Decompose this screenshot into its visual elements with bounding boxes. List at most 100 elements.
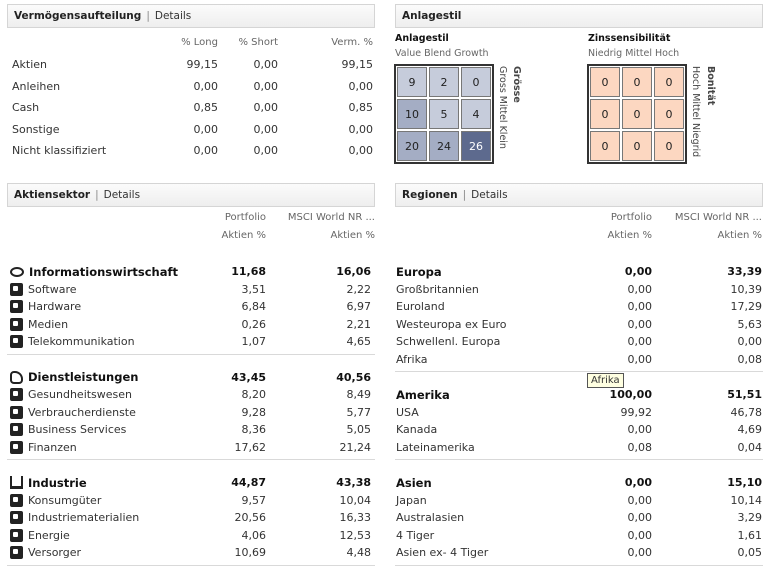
sector-row: Konsumgüter 9,57 10,04 (10, 492, 375, 509)
tooltip: Afrika (587, 373, 624, 388)
sector-label: Business Services (10, 423, 200, 436)
sector-name: Medien (28, 317, 69, 331)
style-title: Anlagestil (402, 10, 462, 22)
region-row: Japan 0,00 10,14 (396, 492, 762, 509)
region-benchmark: 0,05 (737, 546, 763, 559)
style-box-cell: 0 (654, 131, 684, 161)
allocation-long: 0,00 (193, 144, 219, 157)
region-row: Schwellenl. Europa 0,00 0,00 (396, 333, 762, 350)
allocation-long: 0,00 (193, 122, 219, 136)
region-benchmark: 17,29 (730, 300, 763, 313)
region-name: 4 Tiger (396, 528, 435, 542)
allocation-row-label: Sonstige (12, 122, 60, 136)
allocation-row-label: Aktien (12, 58, 48, 71)
sector-portfolio: 8,36 (241, 423, 267, 436)
col-header-net: Verm. % (331, 37, 373, 48)
region-row: Asien ex- 4 Tiger 0,00 0,05 (396, 544, 762, 561)
sector-group-row: Industrie 44,87 43,38 (10, 474, 375, 491)
sector-row: Business Services 8,36 5,05 (10, 421, 375, 438)
style-box-cell: 4 (461, 99, 491, 129)
regions-header: Regionen | Details (395, 183, 763, 207)
allocation-net: 0,00 (348, 122, 374, 136)
sector-label: Hardware (10, 300, 200, 313)
sector-row: Software 3,51 2,22 (10, 281, 375, 298)
region-portfolio: 0,08 (627, 440, 653, 454)
allocation-net: 99,15 (341, 58, 374, 71)
region-row: Großbritannien 0,00 10,39 (396, 281, 762, 298)
sector-portfolio: 0,26 (241, 317, 267, 331)
style-box-cell: 0 (461, 67, 491, 97)
sector-group-name: Dienstleistungen (28, 370, 139, 384)
region-name: Kanada (396, 423, 438, 436)
style-box-cell: 20 (397, 131, 427, 161)
gear-icon (10, 511, 23, 524)
style-box-cell: 0 (622, 67, 652, 97)
region-portfolio: 0,00 (627, 528, 653, 542)
asset-allocation-header: Vermögensaufteilung | Details (7, 4, 375, 28)
sector-label: Industriematerialien (10, 511, 200, 524)
sector-group-portfolio: 11,68 (231, 265, 266, 278)
region-group-benchmark: 15,10 (727, 476, 762, 489)
sector-portfolio: 17,62 (234, 440, 267, 454)
fixed-income-title: Zinssensibilität (588, 33, 671, 44)
sector-label: Energie (10, 528, 200, 542)
sector-portfolio: 6,84 (241, 300, 267, 313)
sector-portfolio: 10,69 (234, 546, 267, 559)
sector-label: Verbraucherdienste (10, 405, 200, 419)
region-benchmark: 10,39 (730, 282, 763, 296)
hardware-icon (10, 300, 23, 313)
sector-row: Telekommunikation 1,07 4,65 (10, 333, 375, 350)
region-benchmark: 0,08 (737, 352, 763, 366)
sector-row: Hardware 6,84 6,97 (10, 298, 375, 315)
health-icon (10, 388, 23, 401)
sector-name: Finanzen (28, 440, 77, 454)
allocation-row-label: Cash (12, 101, 40, 114)
sector-details-link[interactable]: Details (103, 189, 141, 201)
region-col-portfolio: Portfolio (610, 212, 652, 223)
sector-label: Versorger (10, 546, 200, 559)
allocation-short: 0,00 (253, 101, 279, 114)
header-separator: | (146, 10, 150, 22)
car-icon (10, 493, 23, 507)
region-group-label: Europa (396, 264, 442, 279)
sector-group-label: Informationswirtschaft (10, 265, 200, 279)
sector-group-label: Dienstleistungen (10, 370, 200, 384)
region-benchmark: 1,61 (737, 528, 763, 542)
sector-label: Telekommunikation (10, 335, 200, 348)
allocation-long: 99,15 (186, 58, 219, 71)
region-name: Westeuropa ex Euro (396, 317, 507, 331)
region-group-row: Asien 0,00 15,10 (396, 474, 762, 491)
region-name: Australasien (396, 511, 465, 524)
equity-style-box: 9 2 0 10 5 4 20 24 26 (394, 64, 494, 164)
sector-row: Verbraucherdienste 9,28 5,77 (10, 404, 375, 421)
header-separator: | (95, 189, 99, 201)
sector-label: Gesundheitswesen (10, 388, 200, 401)
divider (7, 564, 375, 566)
region-sub-portfolio: Aktien % (607, 230, 652, 241)
sector-benchmark: 6,97 (346, 300, 372, 313)
phone-icon (10, 335, 23, 348)
region-name: Schwellenl. Europa (396, 335, 501, 348)
region-group-label: Asien (396, 475, 432, 490)
sector-portfolio: 20,56 (234, 511, 267, 524)
sector-group-benchmark: 16,06 (336, 265, 371, 278)
factory-icon (10, 476, 23, 489)
region-portfolio: 0,00 (627, 317, 653, 331)
region-row: Euroland 0,00 17,29 (396, 298, 762, 315)
region-row: Lateinamerika 0,08 0,04 (396, 439, 762, 456)
divider (395, 459, 763, 460)
style-box-cell: 24 (429, 131, 459, 161)
sector-benchmark: 10,04 (339, 493, 372, 507)
region-name: Afrika (396, 352, 428, 366)
allocation-short: 0,00 (253, 79, 279, 93)
regions-details-link[interactable]: Details (471, 189, 508, 201)
sector-portfolio: 9,57 (241, 493, 267, 507)
allocation-short: 0,00 (253, 144, 279, 157)
sector-name: Gesundheitswesen (28, 388, 133, 401)
region-row: Kanada 0,00 4,69 (396, 421, 762, 438)
equity-style-columns: Value Blend Growth (395, 48, 489, 59)
sector-benchmark: 2,21 (346, 317, 372, 331)
asset-allocation-details-link[interactable]: Details (154, 10, 192, 22)
bulb-icon (10, 546, 23, 559)
